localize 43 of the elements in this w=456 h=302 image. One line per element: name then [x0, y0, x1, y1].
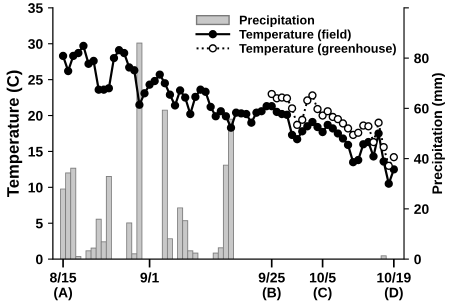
y-tick-label: 30	[28, 39, 43, 49]
legend-label: Temperature (greenhouse)	[239, 44, 396, 56]
point	[384, 162, 393, 170]
y-tick-label: 35	[28, 3, 43, 14]
y2-tick-label: 80	[414, 53, 429, 64]
y-tick-label: 5	[36, 218, 43, 228]
y-axis-title: Temperature (C)	[6, 70, 22, 198]
point	[292, 120, 302, 130]
point	[318, 111, 327, 120]
point	[298, 116, 306, 124]
x-tick-label: 10/5 (C)	[310, 272, 336, 300]
point	[354, 128, 362, 137]
point	[338, 119, 348, 128]
point	[288, 104, 296, 113]
y2-tick-label: 60	[414, 104, 429, 114]
point	[324, 107, 332, 116]
y2-tick-label: 20	[414, 204, 429, 214]
point	[313, 104, 322, 114]
y-tick-label: 0	[36, 254, 43, 264]
point	[379, 142, 388, 152]
legend-label: Temperature (field)	[239, 30, 351, 42]
y2-tick-label: 40	[414, 154, 429, 164]
point	[364, 122, 373, 130]
x-tick-label: 9/25 (B)	[258, 272, 285, 300]
y-tick-label: 25	[28, 74, 43, 85]
point	[390, 153, 398, 162]
y2-axis-title: Precipitation (mm)	[432, 73, 445, 194]
point	[344, 124, 352, 133]
point	[308, 91, 317, 100]
point	[374, 118, 383, 127]
bar	[126, 222, 132, 260]
y-tick-label: 10	[28, 182, 43, 192]
x-tick-label: 8/15 (A)	[50, 272, 76, 300]
point	[282, 94, 292, 102]
y-tick-label: 15	[28, 146, 43, 157]
point	[268, 90, 276, 98]
point	[334, 114, 342, 124]
legend-label: Precipitation	[240, 15, 314, 28]
point	[303, 96, 312, 105]
y2-tick-label: 0	[414, 254, 421, 264]
y-tick-label: 20	[28, 110, 43, 121]
x-tick-label: 10/19 (D)	[377, 272, 411, 300]
x-tick-label: 9/1	[140, 272, 159, 283]
